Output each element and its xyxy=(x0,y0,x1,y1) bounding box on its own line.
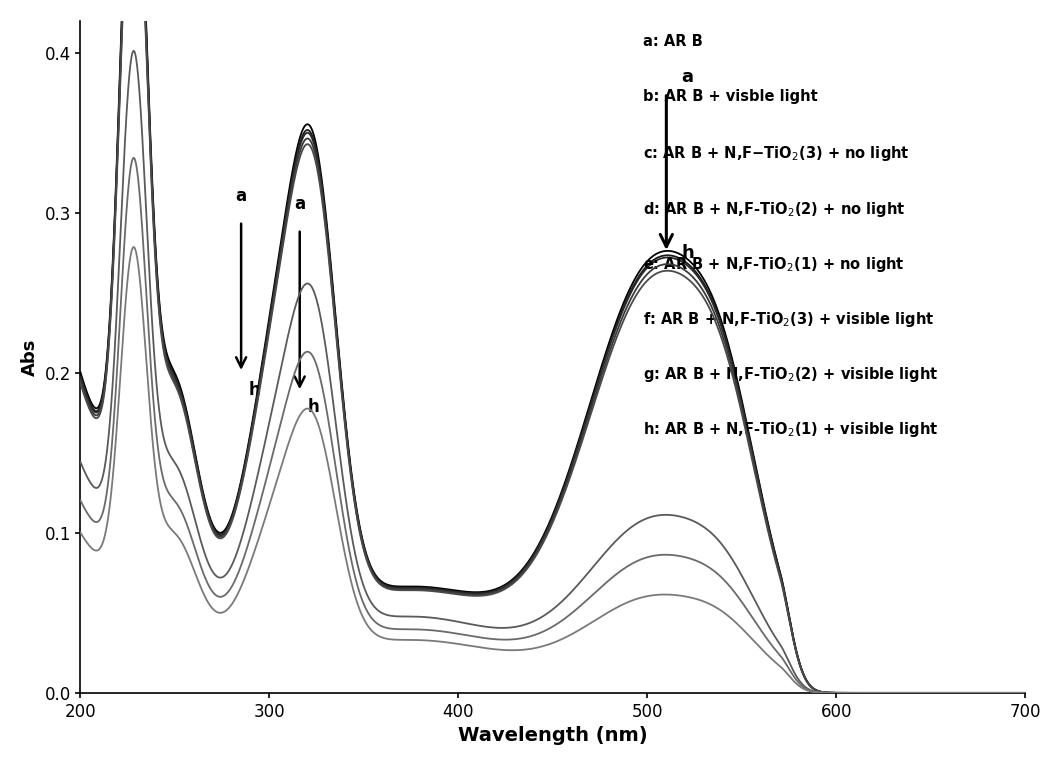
Text: a: AR B: a: AR B xyxy=(643,34,702,49)
Text: d: AR B + N,F-TiO$_2$(2) + no light: d: AR B + N,F-TiO$_2$(2) + no light xyxy=(643,200,905,218)
Text: g: AR B + N,F-TiO$_2$(2) + visible light: g: AR B + N,F-TiO$_2$(2) + visible light xyxy=(643,365,938,384)
Text: c: AR B + N,F$\mathdefault{-}$TiO$_2$(3) + no light: c: AR B + N,F$\mathdefault{-}$TiO$_2$(3)… xyxy=(643,145,909,163)
Text: f: AR B + N,F-TiO$_2$(3) + visible light: f: AR B + N,F-TiO$_2$(3) + visible light xyxy=(643,309,935,329)
Text: h: h xyxy=(682,244,695,262)
Text: h: AR B + N,F-TiO$_2$(1) + visible light: h: AR B + N,F-TiO$_2$(1) + visible light xyxy=(643,420,938,439)
Text: h: h xyxy=(249,381,260,399)
Text: a: a xyxy=(236,187,246,205)
Text: h: h xyxy=(307,398,319,417)
X-axis label: Wavelength (nm): Wavelength (nm) xyxy=(458,726,648,745)
Y-axis label: Abs: Abs xyxy=(21,338,39,375)
Text: b: AR B + visble light: b: AR B + visble light xyxy=(643,90,818,104)
Text: e: AR B + N,F-TiO$_2$(1) + no light: e: AR B + N,F-TiO$_2$(1) + no light xyxy=(643,255,905,273)
Text: a: a xyxy=(682,68,693,86)
Text: a: a xyxy=(294,195,305,213)
